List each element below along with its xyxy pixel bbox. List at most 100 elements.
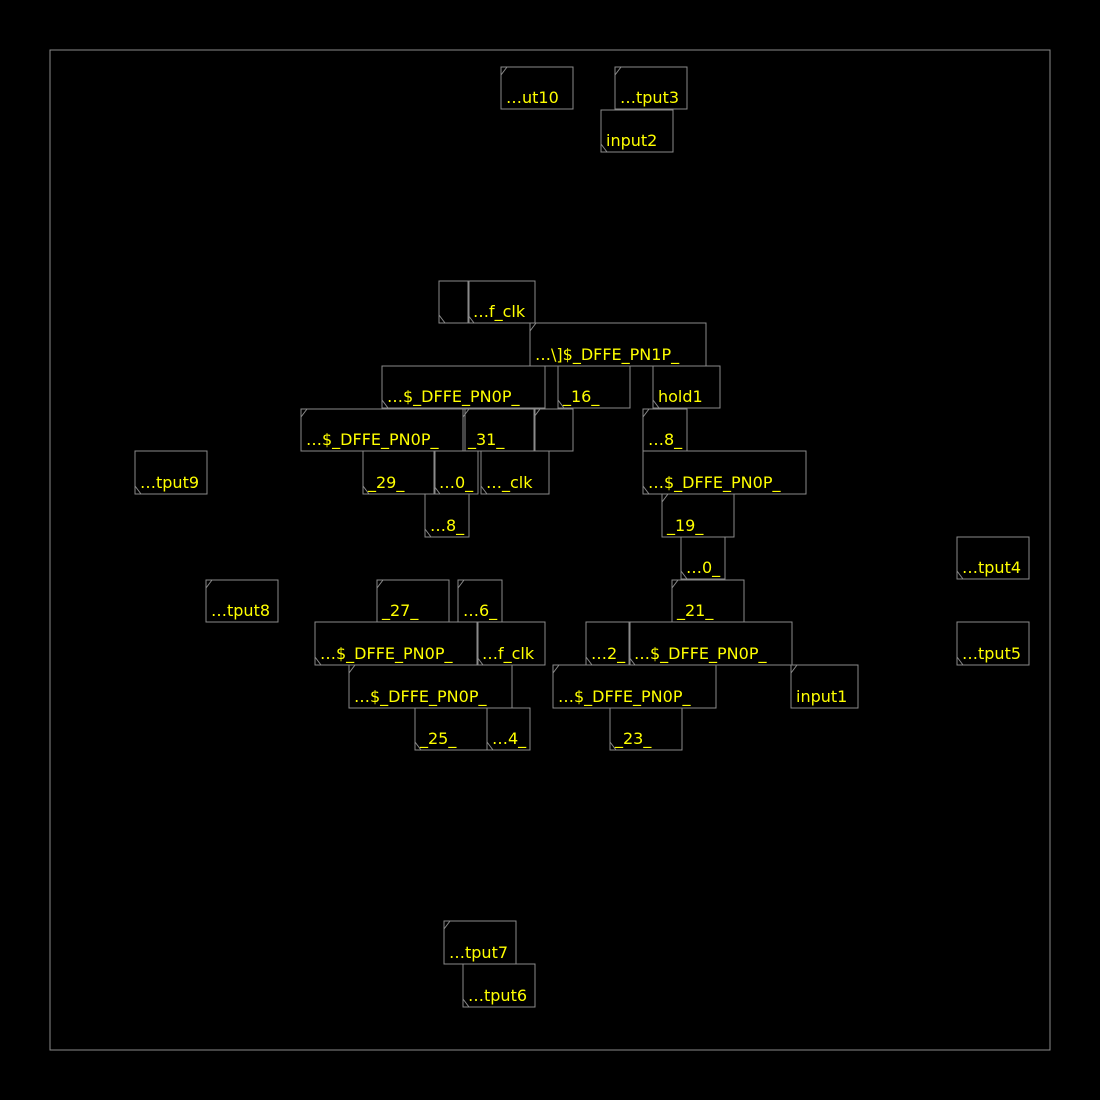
cell-outline [134, 450, 208, 495]
cell-label: …$_DFFE_PN0P_ [634, 644, 767, 664]
cell-instance[interactable]: input2 [600, 109, 674, 153]
orientation-mark [457, 579, 465, 589]
orientation-mark [438, 314, 446, 324]
cell-label: …4_ [492, 729, 527, 749]
cell-instance[interactable]: _23_ [609, 707, 683, 751]
orientation-mark [661, 493, 669, 503]
orientation-mark [414, 741, 422, 751]
orientation-mark [956, 570, 964, 580]
cell-instance[interactable]: input1 [790, 664, 859, 709]
orientation-mark [443, 920, 451, 930]
cell-outline [609, 707, 683, 751]
cell-instance[interactable]: …8_ [424, 493, 470, 538]
orientation-mark [600, 143, 608, 153]
orientation-mark [376, 579, 384, 589]
cell-label: …f_clk [473, 302, 526, 322]
cell-instance[interactable]: …tput4 [956, 536, 1030, 580]
cell-outline [956, 536, 1030, 580]
cell-outline [600, 109, 674, 153]
cell-label: …$_DFFE_PN0P_ [320, 644, 453, 664]
cell-label: …tput6 [468, 986, 527, 1005]
cell-instance[interactable]: …$_DFFE_PN0P_ [642, 450, 807, 495]
cell-label: …tput5 [962, 644, 1021, 663]
cell-outline [381, 365, 546, 409]
cell-outline [790, 664, 859, 709]
orientation-mark [790, 664, 798, 674]
cell-label: …8_ [430, 516, 465, 536]
cell-outline [424, 493, 470, 538]
cell-instance[interactable]: …tput6 [462, 963, 536, 1008]
cell-instance[interactable]: …ut10 [500, 66, 574, 110]
orientation-mark [348, 664, 356, 674]
cell-label: _21_ [676, 601, 714, 621]
orientation-mark [614, 66, 622, 76]
orientation-mark [585, 656, 593, 666]
cell-instance[interactable]: …_clk [480, 450, 550, 495]
cell-outline [614, 66, 688, 110]
cell-instance[interactable]: hold1 [652, 365, 721, 409]
cell-instance[interactable]: …0_ [680, 536, 726, 580]
cell-outline [652, 365, 721, 409]
cell-outline [205, 579, 279, 623]
cell-instance[interactable]: …4_ [486, 707, 531, 751]
cell-instance[interactable]: …$_DFFE_PN0P_ [381, 365, 546, 409]
orientation-mark [557, 399, 565, 409]
cell-instance[interactable]: …tput9 [134, 450, 208, 495]
cell-label: …_clk [486, 473, 533, 493]
cell-label: hold1 [658, 387, 703, 406]
cell-label: _23_ [614, 729, 652, 749]
cell-instance[interactable] [438, 280, 470, 324]
cell-instance[interactable]: …tput8 [205, 579, 279, 623]
orientation-mark [680, 570, 688, 580]
orientation-mark [300, 408, 308, 418]
cell-label: …8_ [648, 430, 683, 450]
cell-label: _31_ [467, 430, 505, 450]
orientation-mark [381, 399, 389, 409]
orientation-mark [956, 656, 964, 666]
cell-outline [462, 963, 536, 1008]
cell-outline [557, 365, 631, 409]
orientation-mark [362, 485, 370, 495]
orientation-mark [533, 408, 541, 418]
orientation-mark [205, 579, 213, 589]
cell-outline [486, 707, 531, 751]
orientation-mark [529, 322, 537, 332]
cell-instance[interactable] [533, 408, 574, 452]
orientation-mark [671, 579, 679, 589]
cell-label: …ut10 [506, 88, 559, 107]
orientation-mark [480, 485, 488, 495]
cell-outline [680, 536, 726, 580]
cell-instance[interactable]: _29_ [362, 450, 436, 495]
cell-label: _29_ [367, 473, 405, 493]
orientation-mark [134, 485, 142, 495]
cell-outline [480, 450, 550, 495]
cell-label: …tput7 [449, 943, 508, 962]
orientation-mark [424, 528, 432, 538]
cell-instance[interactable]: …8_ [642, 408, 688, 452]
cell-label: …$_DFFE_PN0P_ [306, 430, 439, 450]
cell-label: …tput8 [211, 601, 270, 620]
cell-outline [500, 66, 574, 110]
cell-label: …0_ [686, 558, 721, 578]
cell-label: input2 [606, 131, 657, 150]
orientation-mark [314, 656, 322, 666]
cell-instance[interactable]: …2_ [585, 621, 631, 666]
cell-instance[interactable]: …f_clk [467, 280, 536, 324]
cell-label: …6_ [463, 601, 498, 621]
orientation-mark [652, 399, 660, 409]
cell-instance[interactable]: …tput3 [614, 66, 688, 110]
cell-instance[interactable]: …tput5 [956, 621, 1030, 666]
cell-outline [467, 280, 536, 324]
orientation-mark [642, 485, 650, 495]
orientation-mark [609, 741, 617, 751]
orientation-mark [462, 408, 470, 418]
cell-label: _27_ [381, 601, 419, 621]
cell-instances: …ut10 …tput3 input2 …f_clk …\]$_DFFE_PN1P_ …$… [134, 66, 1030, 1008]
cell-label: …0_ [439, 473, 474, 493]
orientation-mark [628, 656, 636, 666]
cell-instance[interactable]: _16_ [557, 365, 631, 409]
orientation-mark [552, 664, 560, 674]
cell-label: …tput3 [620, 88, 679, 107]
cell-label: _16_ [562, 387, 600, 407]
